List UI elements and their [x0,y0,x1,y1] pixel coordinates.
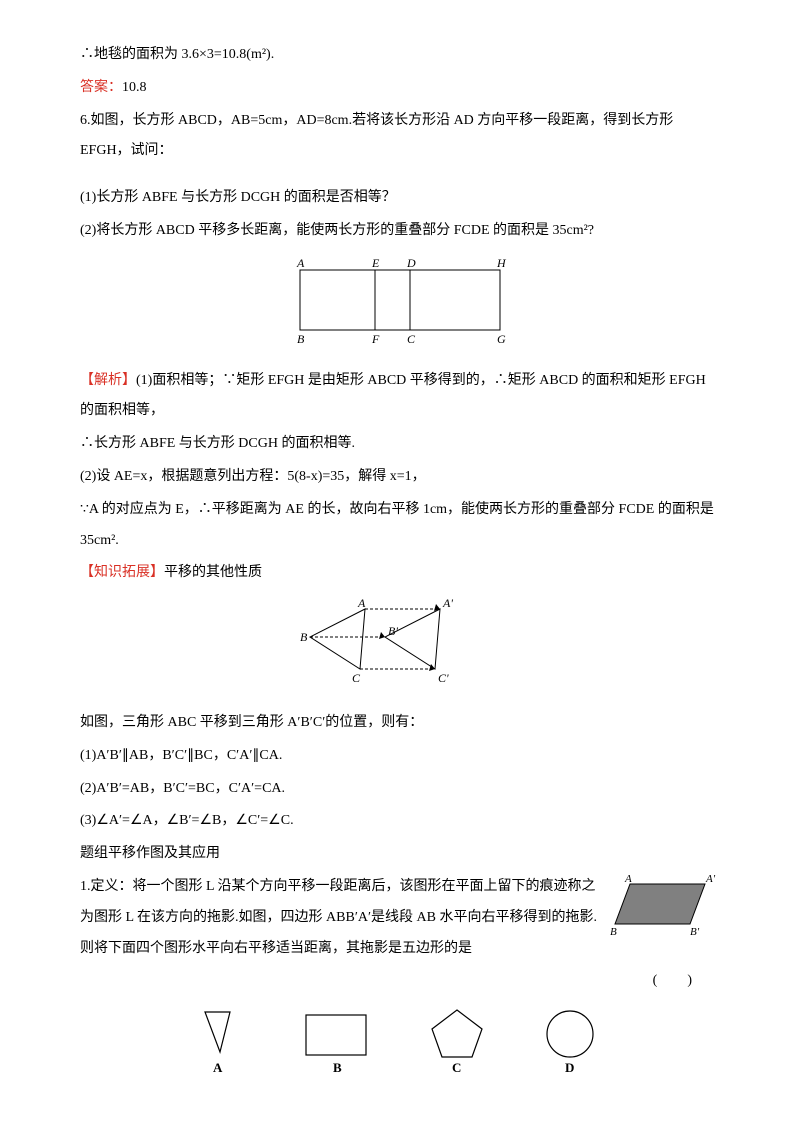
lbl-tBp: B' [388,624,398,638]
lbl-D: D [406,256,416,270]
topic-title: 题组平移作图及其应用 [80,839,720,870]
lbl-pBp: B' [690,926,700,938]
extension-label: 【知识拓展】 [80,565,164,580]
triangle-translation-diagram: A A' B B' C C' [80,597,720,700]
ext-desc: 如图，三角形 ABC 平移到三角形 A′B′C′的位置，则有： [80,708,720,739]
option-c-shape: C [422,1007,492,1077]
lbl-pB: B [610,926,617,938]
lbl-A: A [296,256,305,270]
option-d-shape: D [535,1007,605,1077]
lbl-tC: C [352,671,361,685]
ext-prop2: (2)A′B′=AB，B′C′=BC，C′A′=CA. [80,774,720,805]
option-a-shape: A [195,1007,255,1077]
rectangle-diagram: A E D H B F C G [80,255,720,358]
lbl-tB: B [300,630,308,644]
lbl-G: G [497,332,506,345]
q6-part1: (1)长方形 ABFE 与长方形 DCGH 的面积是否相等？ [80,183,720,214]
answer-line: 答案：10.8 [80,73,720,104]
extension-line: 【知识拓展】平移的其他性质 [80,558,720,589]
opt-a-label: A [213,1060,223,1075]
opt-b-label: B [333,1060,342,1075]
options-row: A B C D [80,1007,720,1077]
analysis-line2: ∴长方形 ABFE 与长方形 DCGH 的面积相等. [80,429,720,460]
analysis-line1: 【解析】(1)面积相等；∵矩形 EFGH 是由矩形 ABCD 平移得到的，∴矩形… [80,366,720,428]
extension-text: 平移的其他性质 [164,565,262,580]
lbl-tCp: C' [438,671,449,685]
lbl-H: H [496,256,507,270]
line-area-calc: ∴地毯的面积为 3.6×3=10.8(m²). [80,40,720,71]
answer-value: 10.8 [122,80,147,95]
parallelogram-diagram: A A' B B' [610,872,720,955]
lbl-pA: A [624,873,632,885]
analysis-line4: ∵A 的对应点为 E，∴平移距离为 AE 的长，故向右平移 1cm，能使两长方形… [80,495,720,557]
analysis-line3: (2)设 AE=x，根据题意列出方程：5(8-x)=35，解得 x=1， [80,462,720,493]
lbl-E: E [371,256,380,270]
lbl-C: C [407,332,416,345]
ext-prop1: (1)A′B′∥AB，B′C′∥BC，C′A′∥CA. [80,741,720,772]
lbl-F: F [371,332,380,345]
opt-c-label: C [452,1060,461,1075]
lbl-tAp: A' [442,597,453,610]
paren-blank: ( ) [80,966,720,997]
opt-d-label: D [565,1060,574,1075]
q6-stem: 6.如图，长方形 ABCD，AB=5cm，AD=8cm.若将该长方形沿 AD 方… [80,106,720,168]
ext-prop3: (3)∠A′=∠A，∠B′=∠B，∠C′=∠C. [80,806,720,837]
analysis-text1: (1)面积相等；∵矩形 EFGH 是由矩形 ABCD 平移得到的，∴矩形 ABC… [80,373,706,419]
q6-part2: (2)将长方形 ABCD 平移多长距离，能使两长方形的重叠部分 FCDE 的面积… [80,216,720,247]
option-b-shape: B [298,1007,378,1077]
analysis-label: 【解析】 [80,373,136,388]
lbl-B: B [297,332,305,345]
lbl-pAp: A' [705,873,716,885]
answer-label: 答案： [80,80,122,95]
lbl-tA: A [357,597,366,610]
